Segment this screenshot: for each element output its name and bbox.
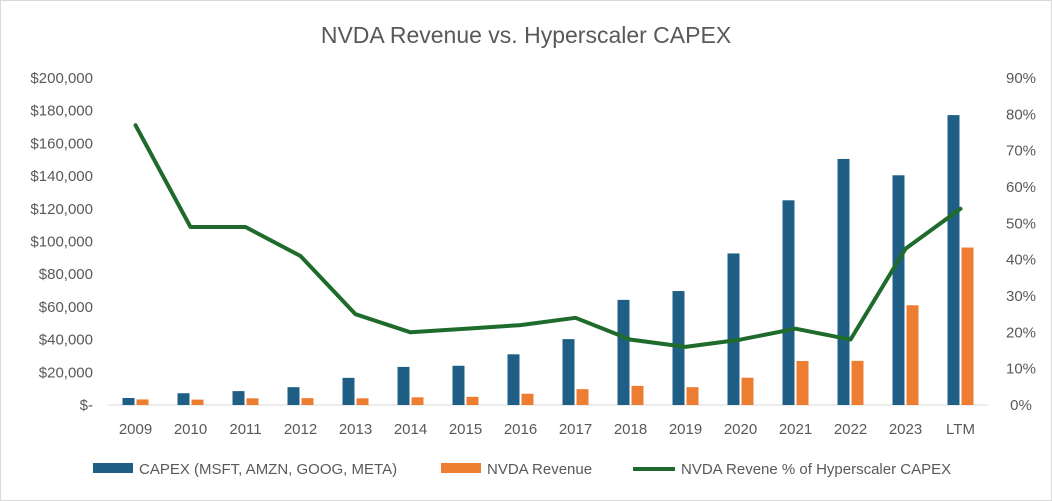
- bar-nvda-revenue: [851, 360, 864, 405]
- bar-nvda-revenue: [686, 387, 699, 405]
- bar-capex: [947, 115, 960, 405]
- x-tick-label: 2016: [504, 421, 537, 438]
- legend-label-pct-line: NVDA Revene % of Hyperscaler CAPEX: [681, 461, 951, 478]
- bar-capex: [342, 377, 355, 405]
- y-right-tick-label: 50%: [1006, 215, 1036, 232]
- y-left-tick-label: $20,000: [39, 364, 93, 381]
- bar-nvda-revenue: [906, 305, 919, 405]
- y-left-tick-label: $140,000: [30, 168, 93, 185]
- line-series: [133, 123, 963, 349]
- x-tick-label: 2019: [669, 421, 702, 438]
- y-right-tick-label: 30%: [1006, 288, 1036, 305]
- x-tick-label: LTM: [946, 421, 975, 438]
- bar-capex: [507, 354, 520, 405]
- x-tick-label: 2020: [724, 421, 757, 438]
- bar-nvda-revenue: [191, 399, 204, 405]
- x-tick-label: 2014: [394, 421, 427, 438]
- x-tick-label: 2009: [119, 421, 152, 438]
- bar-nvda-revenue: [521, 393, 534, 405]
- y-right-tick-label: 40%: [1006, 252, 1036, 269]
- y-right-tick-label: 70%: [1006, 143, 1036, 160]
- y-left-tick-label: $100,000: [30, 234, 93, 251]
- bar-capex: [122, 397, 135, 405]
- bar-capex: [617, 299, 630, 405]
- y-axis-left: $- $20,000 $40,000 $60,000 $80,000 $100,000 $1…: [30, 70, 93, 414]
- x-tick-label: 2021: [779, 421, 812, 438]
- bar-capex: [562, 339, 575, 405]
- bar-nvda-revenue: [796, 361, 809, 405]
- legend-swatch-nvda-revenue: [441, 463, 481, 473]
- chart-title: NVDA Revenue vs. Hyperscaler CAPEX: [321, 22, 731, 48]
- y-axis-right: 0% 10% 20% 30% 40% 50% 60% 70% 80% 90%: [1006, 70, 1036, 414]
- legend-label-nvda-revenue: NVDA Revenue: [487, 461, 592, 478]
- bar-nvda-revenue: [136, 399, 149, 405]
- x-tick-label: 2011: [229, 421, 261, 438]
- y-right-tick-label: 60%: [1006, 179, 1036, 196]
- y-left-tick-label: $120,000: [30, 201, 93, 218]
- y-left-tick-label: $40,000: [39, 332, 93, 349]
- bar-nvda-revenue: [246, 398, 259, 405]
- bar-nvda-revenue: [301, 398, 314, 405]
- bar-nvda-revenue: [631, 385, 644, 405]
- y-left-tick-label: $-: [80, 397, 93, 414]
- bar-capex: [727, 253, 740, 405]
- bar-capex: [782, 200, 795, 405]
- bar-capex: [892, 175, 905, 405]
- bar-series: [122, 115, 974, 405]
- legend: CAPEX (MSFT, AMZN, GOOG, META) NVDA Reve…: [93, 461, 951, 478]
- bar-nvda-revenue: [741, 377, 754, 405]
- y-right-tick-label: 20%: [1006, 324, 1036, 341]
- x-tick-label: 2017: [559, 421, 592, 438]
- y-right-tick-label: 80%: [1006, 106, 1036, 123]
- bar-nvda-revenue: [356, 398, 369, 405]
- legend-label-capex: CAPEX (MSFT, AMZN, GOOG, META): [139, 461, 397, 478]
- y-left-tick-label: $160,000: [30, 135, 93, 152]
- y-right-tick-label: 90%: [1006, 70, 1036, 87]
- bar-capex: [397, 366, 410, 405]
- bar-capex: [837, 158, 850, 405]
- y-left-tick-label: $180,000: [30, 103, 93, 120]
- bar-capex: [177, 393, 190, 405]
- x-tick-label: 2010: [174, 421, 207, 438]
- x-tick-label: 2015: [449, 421, 482, 438]
- bar-capex: [452, 365, 465, 405]
- bar-nvda-revenue: [961, 247, 974, 405]
- y-left-tick-label: $80,000: [39, 266, 93, 283]
- x-tick-label: 2012: [284, 421, 317, 438]
- bar-nvda-revenue: [411, 397, 424, 405]
- bar-capex: [232, 391, 245, 405]
- x-tick-label: 2018: [614, 421, 647, 438]
- x-tick-label: 2013: [339, 421, 372, 438]
- legend-swatch-capex: [93, 463, 133, 473]
- y-left-tick-label: $60,000: [39, 299, 93, 316]
- bar-nvda-revenue: [466, 396, 479, 405]
- bar-nvda-revenue: [576, 389, 589, 405]
- bar-capex: [672, 291, 685, 405]
- x-tick-label: 2023: [889, 421, 922, 438]
- y-right-tick-label: 0%: [1010, 397, 1032, 414]
- bar-capex: [287, 387, 300, 405]
- y-left-tick-label: $200,000: [30, 70, 93, 87]
- line-nvda-pct-of-capex: [133, 123, 963, 349]
- y-right-tick-label: 10%: [1006, 361, 1036, 378]
- x-axis: 2009 2010 2011 2012 2013 2014 2015 2016 2017 2018…: [108, 404, 988, 438]
- x-tick-label: 2022: [834, 421, 867, 438]
